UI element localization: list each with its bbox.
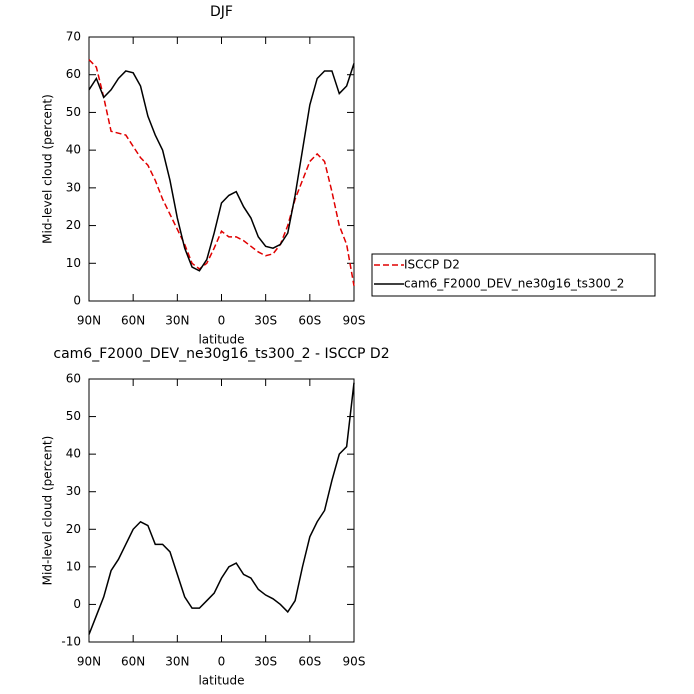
y-tick-label: 10 <box>66 559 81 573</box>
y-axis-label: Mid-level cloud (percent) <box>41 94 55 244</box>
x-tick-label: 30N <box>165 655 189 669</box>
x-tick-label: 60S <box>298 314 321 328</box>
y-tick-label: 40 <box>66 143 81 157</box>
x-tick-label: 60N <box>121 314 145 328</box>
y-axis-label: Mid-level cloud (percent) <box>41 436 55 586</box>
y-tick-label: 60 <box>66 372 81 386</box>
legend-label: ISCCP D2 <box>404 258 460 272</box>
x-tick-label: 90S <box>343 655 366 669</box>
y-tick-label: 30 <box>66 484 81 498</box>
x-axis-label: latitude <box>198 333 244 347</box>
x-tick-label: 0 <box>218 655 226 669</box>
y-tick-label: 0 <box>73 597 81 611</box>
y-tick-label: 0 <box>73 294 81 308</box>
plot-frame <box>88 378 355 643</box>
y-tick-label: 70 <box>66 30 81 44</box>
y-tick-label: -10 <box>61 635 81 649</box>
y-tick-label: 10 <box>66 256 81 270</box>
legend-box <box>371 253 656 297</box>
chart-title: DJF <box>210 4 233 20</box>
data-line <box>88 59 355 287</box>
x-tick-label: 60N <box>121 655 145 669</box>
x-tick-label: 30N <box>165 314 189 328</box>
y-tick-label: 40 <box>66 447 81 461</box>
legend-label: cam6_F2000_DEV_ne30g16_ts300_2 <box>404 277 624 291</box>
x-tick-label: 30S <box>254 655 277 669</box>
x-tick-label: 0 <box>218 314 226 328</box>
plot-frame <box>88 36 355 302</box>
x-tick-label: 90S <box>343 314 366 328</box>
y-tick-label: 20 <box>66 218 81 232</box>
data-line <box>88 382 355 635</box>
x-tick-label: 60S <box>298 655 321 669</box>
x-tick-label: 30S <box>254 314 277 328</box>
x-tick-label: 90N <box>77 314 101 328</box>
y-tick-label: 60 <box>66 67 81 81</box>
y-tick-label: 30 <box>66 180 81 194</box>
y-tick-label: 20 <box>66 522 81 536</box>
x-axis-label: latitude <box>198 674 244 688</box>
x-tick-label: 90N <box>77 655 101 669</box>
y-tick-label: 50 <box>66 105 81 119</box>
data-line <box>88 63 355 272</box>
y-tick-label: 50 <box>66 409 81 423</box>
chart-title: cam6_F2000_DEV_ne30g16_ts300_2 - ISCCP D… <box>53 346 389 362</box>
